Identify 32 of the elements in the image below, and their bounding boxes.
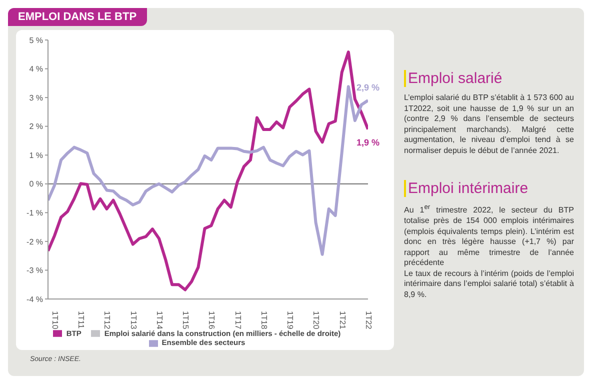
y-tick-label: -4 % <box>26 294 43 304</box>
annotation: 2,9 % <box>356 82 380 92</box>
chart-title: EMPLOI DANS LE BTP <box>8 8 147 26</box>
y-tick-label: -3 % <box>26 266 43 276</box>
text: Au 1$^{er}$ trimestre 2022, le secteur du BTP totalise près de 154 000 emplois intérimaires (emplois équivalents temps plein). L’intérim est donc en très légère hausse (+1,7 %) par rapport au même trimestre de l’année précédente Le taux de recours à l’intérim (poids de l’emploi intérimaire dans l’emploi salarié total) s’établit à 8,9 %. <box>404 204 574 299</box>
annotation: 1,9 % <box>356 138 380 148</box>
x-tick-label: 1T21 <box>338 310 347 330</box>
y-tick-label: 5 % <box>29 36 43 45</box>
x-tick-label: 1T11 <box>76 310 86 330</box>
text: L’emploi salarié du BTP s’établit à 1 573 600 au 1T2022, soit une hausse de 1,9 % sur un an (contre 2,9 % dans l’ensemble de secteurs principalement marchands). Malgré cette augmentation, le niveau d’emploi tend à se normaliser depuis le début de l’année 2021. <box>404 93 574 156</box>
y-tick-label: 4 % <box>29 64 43 74</box>
x-tick-label: 1T22 <box>364 310 373 330</box>
y-tick-label: 0 % <box>29 180 43 189</box>
text: Emploi salarié <box>404 70 574 87</box>
y-tick-label: 3 % <box>29 93 43 102</box>
y-tick-label: 2 % <box>29 122 43 132</box>
text: Emploi intérimaire <box>404 180 574 197</box>
x-tick-label: 1T10 <box>50 310 60 330</box>
y-tick-label: 1 % <box>29 150 43 160</box>
line-series <box>48 85 368 256</box>
x-tick-label: 1T20 <box>312 310 321 330</box>
y-tick-label: -1 % <box>26 208 43 218</box>
x-tick-label: 1T15 <box>181 310 190 330</box>
y-tick-label: -2 % <box>26 237 43 246</box>
x-tick-label: 1T16 <box>207 310 216 330</box>
x-tick-label: 1T17 <box>233 310 242 330</box>
x-tick-label: 1T19 <box>286 310 295 330</box>
x-tick-label: 1T13 <box>128 310 138 330</box>
x-tick-label: 1T14 <box>154 310 164 330</box>
x-tick-label: 1T18 <box>259 310 268 330</box>
x-tick-label: 1T12 <box>102 310 112 330</box>
line-series <box>48 50 368 292</box>
